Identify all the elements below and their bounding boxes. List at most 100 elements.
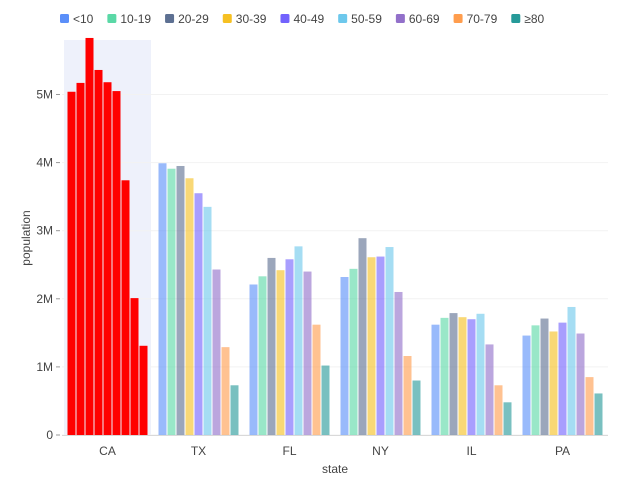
legend-label: 40-49 (293, 12, 324, 26)
legend-item[interactable]: ≥80 (511, 12, 545, 26)
bar[interactable] (567, 306, 576, 435)
bar[interactable] (458, 317, 467, 435)
bar[interactable] (139, 345, 148, 435)
bar[interactable] (440, 317, 449, 435)
legend-swatch (165, 14, 175, 23)
legend-swatch (395, 14, 405, 23)
bar[interactable] (531, 325, 540, 435)
bar[interactable] (212, 269, 221, 435)
legend-label: 50-59 (351, 12, 382, 26)
legend-label: ≥80 (524, 12, 544, 26)
bar[interactable] (158, 163, 167, 435)
legend-swatch (453, 14, 463, 23)
bar[interactable] (176, 165, 185, 435)
legend-item[interactable]: 50-59 (338, 12, 382, 26)
x-tick-label: IL (466, 444, 476, 458)
bar[interactable] (303, 271, 312, 435)
bar[interactable] (267, 257, 276, 435)
bar[interactable] (185, 178, 194, 435)
legend-label: 30-39 (236, 12, 267, 26)
y-tick-label: 2M (36, 292, 53, 306)
legend-swatch (60, 14, 69, 23)
x-axis-title: state (322, 462, 348, 476)
bar[interactable] (230, 385, 239, 435)
bar[interactable] (167, 168, 176, 435)
x-tick-label: PA (555, 444, 570, 458)
bar[interactable] (376, 256, 385, 435)
y-axis: 0 1M 2M 3M 4M 5M (36, 87, 60, 442)
y-tick-label: 4M (36, 156, 53, 170)
bar[interactable] (558, 322, 567, 435)
bar[interactable] (385, 247, 394, 435)
bar[interactable] (467, 319, 476, 435)
legend-item[interactable]: 60-69 (395, 12, 440, 26)
legend-swatch (338, 14, 348, 23)
bar[interactable] (221, 347, 230, 435)
bar[interactable] (194, 193, 203, 435)
legend-label: 60-69 (409, 12, 440, 26)
bar[interactable] (349, 268, 358, 435)
bar[interactable] (485, 344, 494, 435)
bar[interactable] (540, 318, 549, 435)
x-tick-label: NY (372, 444, 389, 458)
bar[interactable] (431, 324, 440, 435)
bar[interactable] (412, 380, 421, 435)
bar[interactable] (549, 331, 558, 435)
legend-label: 10-19 (120, 12, 151, 26)
bar[interactable] (394, 291, 403, 435)
legend-item[interactable]: <10 (60, 12, 94, 26)
bars-layer (67, 37, 603, 436)
bar[interactable] (476, 313, 485, 435)
legend-swatch (511, 14, 521, 23)
legend-item[interactable]: 20-29 (165, 12, 209, 26)
legend-item[interactable]: 70-79 (453, 12, 498, 26)
bar[interactable] (276, 270, 285, 435)
y-tick-label: 1M (36, 360, 53, 374)
bar[interactable] (85, 37, 94, 435)
bar[interactable] (367, 257, 376, 435)
bar[interactable] (340, 277, 349, 435)
x-tick-label: TX (191, 444, 206, 458)
bar[interactable] (76, 82, 85, 435)
bar[interactable] (294, 246, 303, 435)
bar[interactable] (121, 180, 130, 435)
bar[interactable] (94, 69, 103, 435)
y-tick-label: 5M (36, 87, 53, 101)
y-tick-label: 3M (36, 224, 53, 238)
legend-item[interactable]: 30-39 (222, 12, 267, 26)
legend-swatch (222, 14, 232, 23)
bar[interactable] (249, 284, 258, 435)
legend-label: 70-79 (467, 12, 498, 26)
bar[interactable] (585, 377, 594, 435)
bar[interactable] (312, 324, 321, 435)
bar[interactable] (258, 276, 267, 435)
legend-label: <10 (73, 12, 94, 26)
bar[interactable] (103, 82, 112, 436)
legend-item[interactable]: 10-19 (107, 12, 151, 26)
legend-swatch (280, 14, 290, 23)
bar[interactable] (576, 333, 585, 435)
y-axis-title: population (19, 210, 33, 265)
legend: <10 10-19 20-29 30-39 40-49 50-59 60-69 70-79 ≥8… (60, 12, 545, 26)
bar[interactable] (203, 206, 212, 435)
bar[interactable] (594, 393, 603, 435)
bar[interactable] (67, 91, 76, 436)
bar[interactable] (522, 335, 531, 435)
legend-swatch (107, 14, 117, 23)
bar[interactable] (403, 356, 412, 435)
bar[interactable] (112, 91, 121, 436)
bar[interactable] (321, 365, 330, 435)
x-axis: CA TX FL NY IL PA (62, 435, 608, 458)
bar[interactable] (358, 238, 367, 435)
bar[interactable] (285, 259, 294, 435)
bar[interactable] (503, 402, 512, 435)
x-tick-label: CA (99, 444, 116, 458)
y-tick-label: 0 (46, 428, 53, 442)
legend-item[interactable]: 40-49 (280, 12, 324, 26)
bar[interactable] (449, 313, 458, 435)
bar[interactable] (494, 385, 503, 435)
legend-label: 20-29 (178, 12, 209, 26)
bar[interactable] (130, 298, 139, 435)
